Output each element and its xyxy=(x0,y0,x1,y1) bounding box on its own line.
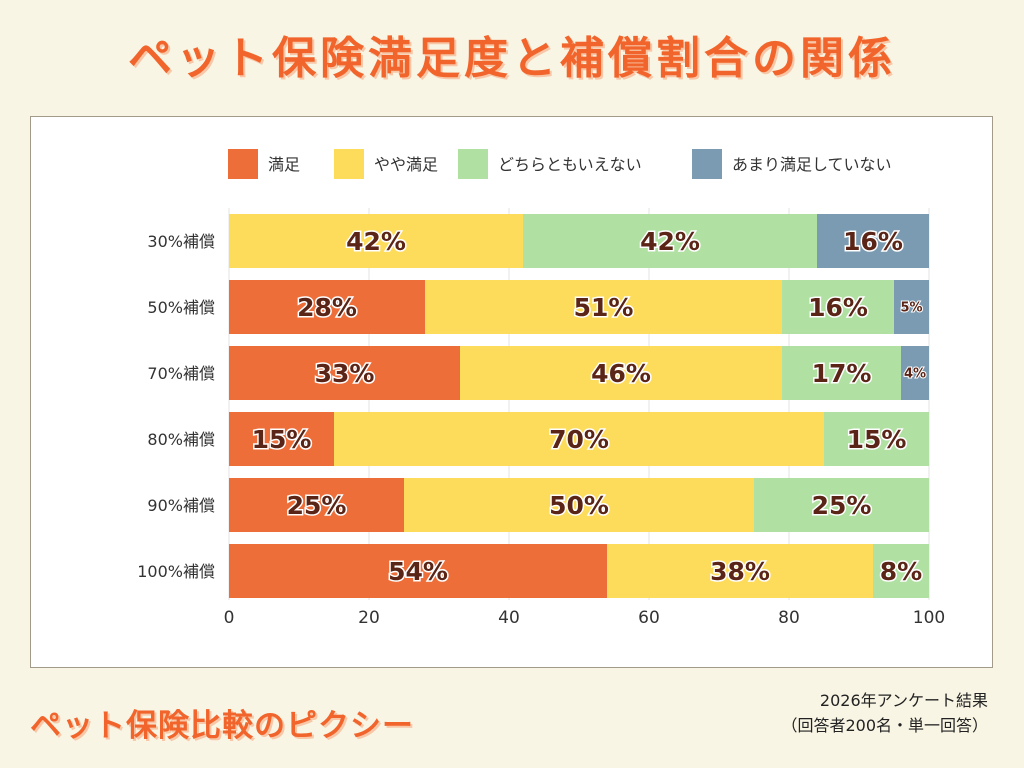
bar-segment-4-0 xyxy=(229,478,404,532)
legend-label-3: あまり満足していない xyxy=(732,155,892,174)
bar-segment-0-2 xyxy=(523,214,817,268)
data-label-2-1: 46% xyxy=(591,359,651,388)
bar-segment-4-1 xyxy=(404,478,754,532)
bar-segment-2-0 xyxy=(229,346,460,400)
bar-segment-5-0 xyxy=(229,544,607,598)
data-label-2-0: 33% xyxy=(315,359,375,388)
category-label-4: 90%補償 xyxy=(147,496,215,515)
data-label-0-2: 42% xyxy=(640,227,700,256)
data-label-0-1: 42% xyxy=(346,227,406,256)
x-tick-label-5: 100 xyxy=(913,608,945,628)
x-tick-label-4: 80 xyxy=(778,608,800,628)
survey-note: 2026年アンケート結果 （回答者200名・単一回答） xyxy=(781,688,988,738)
bar-segment-1-2 xyxy=(782,280,894,334)
bar-segment-2-1 xyxy=(460,346,782,400)
data-label-1-3: 5% xyxy=(900,301,922,316)
data-label-4-0: 25% xyxy=(287,491,347,520)
legend-label-1: やや満足 xyxy=(374,155,438,174)
legend-label-0: 満足 xyxy=(268,155,300,174)
bar-segment-0-1 xyxy=(229,214,523,268)
bar-segment-0-3 xyxy=(817,214,929,268)
data-label-4-2: 25% xyxy=(812,491,872,520)
bar-segment-5-1 xyxy=(607,544,873,598)
data-label-1-0: 28% xyxy=(297,293,357,322)
data-label-3-0: 15% xyxy=(252,425,312,454)
bar-segment-1-0 xyxy=(229,280,425,334)
data-label-2-3: 4% xyxy=(904,367,926,382)
category-label-2: 70%補償 xyxy=(147,364,215,383)
x-tick-label-1: 20 xyxy=(358,608,380,628)
data-label-5-2: 8% xyxy=(880,557,922,586)
bar-segment-2-3 xyxy=(901,346,929,400)
page-title: ペット保険満足度と補償割合の関係 xyxy=(128,33,896,84)
data-label-5-1: 38% xyxy=(710,557,770,586)
x-tick-label-3: 60 xyxy=(638,608,660,628)
legend-label-2: どちらともいえない xyxy=(498,155,642,174)
category-label-3: 80%補償 xyxy=(147,430,215,449)
data-label-3-2: 15% xyxy=(847,425,907,454)
x-tick-label-0: 0 xyxy=(224,608,235,628)
bar-segment-4-2 xyxy=(754,478,929,532)
data-label-5-0: 54% xyxy=(388,557,448,586)
bar-segment-5-2 xyxy=(873,544,929,598)
legend-swatch-3 xyxy=(692,149,722,179)
data-label-0-3: 16% xyxy=(843,227,903,256)
bar-segment-1-3 xyxy=(894,280,929,334)
x-tick-label-2: 40 xyxy=(498,608,520,628)
stacked-bar-chart: 満足 やや満足 どちらともいえない あまり満足していない 30%補償 42% 42% 16% 5… xyxy=(137,149,945,628)
data-label-3-1: 70% xyxy=(549,425,609,454)
bar-segment-3-2 xyxy=(824,412,929,466)
category-label-1: 50%補償 xyxy=(147,298,215,317)
survey-note-line2: （回答者200名・単一回答） xyxy=(781,716,988,735)
bar-segment-2-2 xyxy=(782,346,901,400)
bar-segment-3-1 xyxy=(334,412,824,466)
data-label-2-2: 17% xyxy=(812,359,872,388)
category-label-5: 100%補償 xyxy=(137,562,215,581)
legend-swatch-2 xyxy=(458,149,488,179)
category-label-0: 30%補償 xyxy=(147,232,215,251)
legend-swatch-1 xyxy=(334,149,364,179)
bar-segment-3-0 xyxy=(229,412,334,466)
data-label-1-1: 51% xyxy=(574,293,634,322)
chart-panel: 満足 やや満足 どちらともいえない あまり満足していない 30%補償 42% 42% 16% 5… xyxy=(30,116,993,668)
data-label-4-1: 50% xyxy=(549,491,609,520)
brand-logo-text: ペット保険比較のピクシー xyxy=(30,708,414,744)
survey-note-line1: 2026年アンケート結果 xyxy=(819,691,988,710)
legend-swatch-0 xyxy=(228,149,258,179)
bar-segment-1-1 xyxy=(425,280,782,334)
data-label-1-2: 16% xyxy=(808,293,868,322)
